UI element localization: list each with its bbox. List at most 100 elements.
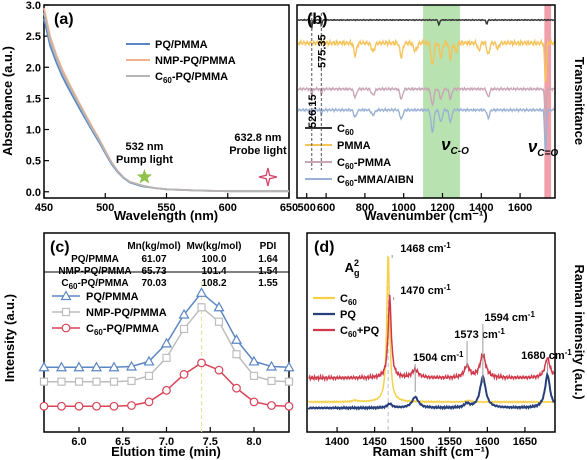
panel-b-x-tick-label: 800 [356, 202, 374, 214]
panel-c-point-circle [39, 401, 49, 411]
panel-a-ticks: 450 500 550 600 650 0.0 0.5 1.0 1.5 2.0 2.5 3.0 [26, 0, 298, 214]
panel-c-point-circle [109, 401, 119, 411]
panel-c-point-square [92, 377, 101, 386]
panel-d-peak-label: 1594 cm-1 [484, 310, 535, 324]
panel-c-point-circle [284, 401, 294, 411]
panel-a-probe-wavelength: 632.8 nm [234, 132, 281, 144]
panel-b-band-label-cdo: νC=O [528, 137, 559, 159]
panel-b-band-label-co: νC-O [441, 135, 469, 157]
panel-c-point-circle [144, 397, 154, 407]
panel-c-y-axis-title: Intensity (a.u.) [2, 294, 17, 382]
panel-b: (b) 500 600 800 1000 1200 1400 1600 C60PMMAC60… [296, 4, 587, 223]
panel-c-legend: PQ/PMMA NMP-PQ/PMMA C60-PQ/PMMA [52, 290, 167, 337]
panel-c-point-circle [232, 383, 241, 393]
panel-c-point-triangle [125, 360, 138, 371]
panel-d-peak-label: 1680 cm-1 [521, 348, 572, 362]
panel-b-label: (b) [307, 11, 327, 28]
panel-c-point-triangle [265, 360, 278, 371]
panel-c-point-triangle [178, 308, 190, 319]
panel-b-y-axis-title: Transmittance [572, 57, 587, 145]
panel-c-point-square [162, 353, 171, 362]
panel-c-point-square [179, 324, 189, 334]
panel-c-point-triangle [38, 361, 50, 372]
panel-c-point-triangle [195, 287, 208, 297]
panel-b-band-cdo [544, 5, 552, 198]
panel-c-point-triangle [230, 334, 243, 344]
panel-c-point-circle [249, 397, 259, 407]
panel-d-mode-label: A2 g [345, 258, 360, 278]
panel-d-x-tick-label: 1600 [475, 436, 499, 448]
panel-c-point-triangle [55, 361, 68, 372]
panel-c-table-header: Mn(kg/mol) [127, 241, 180, 252]
panel-c-table-mn: 65.73 [141, 266, 166, 277]
panel-c-legend-marker [61, 323, 71, 333]
panel-c-series [38, 282, 295, 432]
panel-b-x-tick-label: 1200 [430, 202, 454, 214]
panel-c-table-header: Mw(kg/mol) [187, 241, 242, 252]
panel-d: (d) 1400 1450 1500 1550 1600 1650 C60 PQ C60+PQ… [306, 232, 587, 459]
panel-d-x-tick-label: 1450 [362, 436, 386, 448]
panel-d-series-line-1 [307, 371, 555, 411]
panel-d-peak-label: 1470 cm-1 [400, 283, 451, 297]
panel-d-x-tick-label: 1650 [513, 436, 537, 448]
panel-c-table-sample: NMP-PQ/PMMA [58, 266, 131, 277]
panel-c-table-mn: 70.03 [141, 278, 166, 289]
panel-c-x-tick-label: 7.0 [159, 436, 174, 448]
panel-d-x-axis-title: Raman shift (cm⁻¹) [373, 444, 490, 459]
panel-c-point-triangle [213, 301, 225, 312]
panel-c-point-triangle [248, 355, 260, 366]
panel-c-point-square [232, 350, 241, 359]
panel-a-x-axis-title: Wavelength (nm) [114, 208, 218, 223]
panel-d-ticks: 1400 1450 1500 1550 1600 1650 [325, 427, 537, 448]
panel-c-point-circle [57, 401, 66, 411]
panel-b-legend: C60 PMMA C60-PMMA C60-MMA/AIBN [305, 123, 414, 188]
panel-d-legend-label: C60+PQ [340, 325, 380, 339]
panel-c-legend-marker [60, 290, 72, 301]
panel-a-series [43, 7, 289, 193]
panel-c-point-square [74, 377, 84, 386]
panel-d-label: (d) [314, 239, 334, 256]
panel-b-peak-label-526: 526.15 [307, 94, 319, 128]
panel-c-point-square [197, 303, 206, 312]
panel-d-series-line-2 [308, 294, 555, 383]
panel-c-point-circle [92, 401, 101, 411]
panel-a-pump-label: Pump light [116, 154, 173, 166]
panel-b-x-tick-label: 1000 [391, 202, 415, 214]
panel-c-point-circle [179, 370, 189, 379]
panel-b-peak-label-575: 575.35 [316, 34, 328, 68]
panel-a-x-tick-label: 500 [96, 202, 114, 214]
panel-d-frame [306, 232, 556, 433]
panel-c-point-square [249, 371, 259, 380]
panel-c-point-circle [267, 401, 276, 410]
panel-b-band-co [423, 5, 460, 198]
panel-d-peak-label: 1504 cm-1 [413, 350, 464, 364]
panel-b-x-tick-label: 500 [298, 202, 316, 214]
panel-d-x-tick-label: 1550 [438, 436, 462, 448]
panel-c-x-tick-label: 6.5 [115, 436, 130, 448]
panel-c-point-triangle [73, 361, 85, 372]
panel-b-series-line-0 [297, 18, 554, 30]
panel-a-pump-wavelength: 532 nm [125, 141, 163, 153]
panel-c-point-triangle [160, 337, 173, 348]
panel-b-series-line-2 [297, 85, 555, 117]
panel-c-point-square [267, 376, 276, 386]
panel-d-series-line-0 [307, 255, 554, 404]
panel-a-legend-label: C60-PQ/PMMA [155, 71, 228, 85]
panel-c-table-mw: 100.0 [201, 254, 226, 265]
panel-a-y-tick-label: 0.0 [26, 187, 41, 199]
panel-a-series-line-2 [43, 12, 289, 193]
panel-c-x-tick-label: 8.0 [246, 436, 261, 448]
panel-b-legend-label: C60-MMA/AIBN [337, 174, 414, 188]
panel-c-point-square [284, 377, 294, 386]
panel-d-x-tick-label: 1400 [325, 436, 349, 448]
panel-c-point-circle [214, 365, 224, 375]
panel-a-y-tick-label: 3.0 [26, 0, 41, 12]
panel-a-y-tick-label: 2.0 [26, 62, 41, 74]
panel-b-ticks: 500 600 800 1000 1200 1400 1600 [298, 193, 532, 214]
panel-c-point-circle [127, 401, 136, 410]
panel-b-series [297, 18, 555, 152]
panel-c-table-mw: 101.4 [201, 266, 226, 277]
panel-a-y-axis-title: Absorbance (a.u.) [0, 46, 15, 156]
